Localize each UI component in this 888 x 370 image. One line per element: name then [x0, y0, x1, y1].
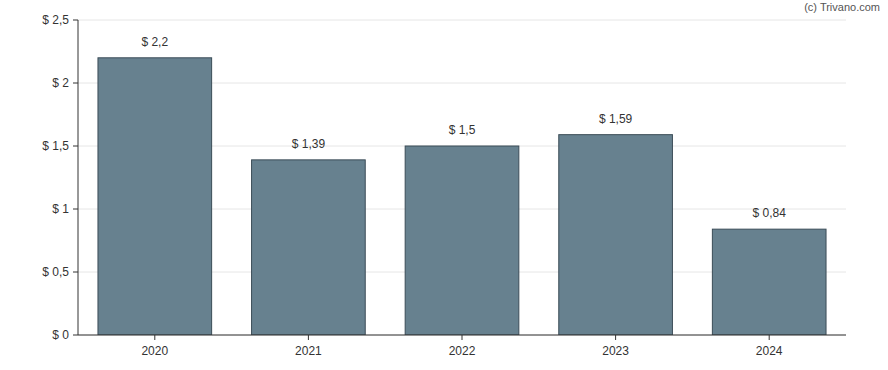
x-tick: [615, 335, 616, 340]
x-axis: [78, 335, 846, 336]
x-tick: [462, 335, 463, 340]
data-label: $ 1,39: [292, 137, 326, 151]
y-tick-label: $ 1: [52, 202, 69, 216]
y-tick-label: $ 0: [52, 328, 69, 342]
bar: [252, 160, 366, 335]
x-tick-label: 2024: [756, 344, 783, 358]
data-label: $ 1,5: [449, 123, 476, 137]
y-tick: [73, 146, 78, 147]
grid-line: [78, 20, 846, 21]
source: (c) Trivano.com: [804, 1, 880, 13]
bars: [98, 58, 826, 335]
y-axis: [78, 20, 79, 335]
x-tick: [769, 335, 770, 340]
bar: [712, 229, 826, 335]
bar: [405, 146, 519, 335]
y-tick: [73, 272, 78, 273]
y-tick: [73, 83, 78, 84]
y-tick-label: $ 2,5: [42, 13, 69, 27]
labels: $ 2,2 $ 1,39 $ 1,5 $ 1,59 $ 0,84: [141, 35, 786, 220]
x-tick: [308, 335, 309, 340]
chart: $ 0 $ 0,5 $ 1 $ 1,5 $ 2 $ 2,5 $ 2,2 $ 1,39 $ 1,5…: [0, 0, 888, 370]
data-label: $ 1,59: [599, 112, 633, 126]
y-tick: [73, 20, 78, 21]
bar: [98, 58, 212, 335]
data-label: $ 0,84: [753, 206, 787, 220]
grid: [78, 20, 846, 335]
grid-line: [78, 335, 846, 336]
bar: [559, 135, 673, 335]
y-tick: [73, 209, 78, 210]
x-tick-label: 2021: [295, 344, 322, 358]
y-tick: [73, 335, 78, 336]
data-label: $ 2,2: [141, 35, 168, 49]
x-tick-label: 2022: [449, 344, 476, 358]
y-tick-label: $ 2: [52, 76, 69, 90]
x-tick-label: 2020: [141, 344, 168, 358]
x-tick: [154, 335, 155, 340]
chart-container: $ 0 $ 0,5 $ 1 $ 1,5 $ 2 $ 2,5 $ 2,2 $ 1,39 $ 1,5…: [0, 0, 888, 370]
y-tick-label: $ 1,5: [42, 139, 69, 153]
y-tick-label: $ 0,5: [42, 265, 69, 279]
x-tick-label: 2023: [602, 344, 629, 358]
